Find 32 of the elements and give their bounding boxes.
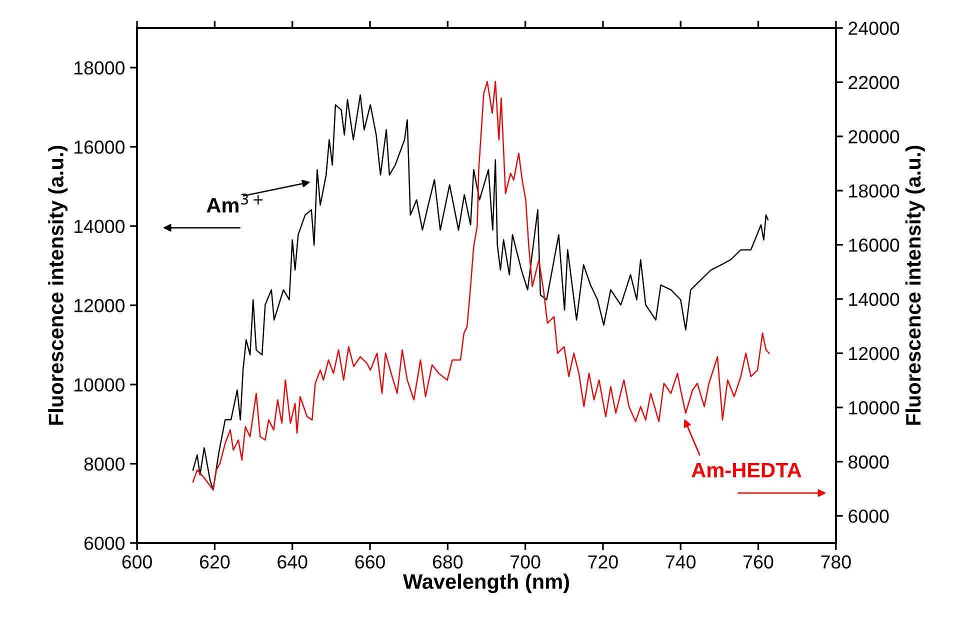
- y-tick-label: 10000: [74, 378, 125, 392]
- y-tick-label: 8000: [84, 457, 125, 471]
- x-tick-label: 620: [200, 555, 230, 569]
- y2-axis-title: Fluorescence intensity (a.u.): [905, 146, 925, 425]
- x-tick-label: 780: [821, 555, 851, 569]
- y2-tick-label: 22000: [848, 76, 900, 90]
- y-tick-label: 12000: [74, 298, 125, 312]
- x-axis-title: Wavelength (nm): [402, 574, 569, 594]
- x-tick-label: 640: [278, 555, 308, 569]
- y-axis-title: Fluorescence intensity (a.u.): [48, 146, 68, 425]
- y2-tick-label: 12000: [849, 346, 900, 360]
- x-tick-label: 600: [122, 555, 152, 569]
- y2-tick-label: 16000: [849, 238, 900, 252]
- y2-tick-label: 10000: [849, 401, 900, 414]
- y2-tick-label: 8000: [848, 455, 889, 469]
- y-tick-label: 18000: [74, 61, 125, 75]
- y-tick-label: 14000: [74, 220, 125, 234]
- y2-tick-label: 18000: [849, 184, 900, 198]
- annotation: Am$^{3+}$: [206, 194, 263, 212]
- y2-tick-label: 14000: [849, 292, 900, 306]
- x-tick-label: 680: [432, 555, 463, 569]
- x-tick-label: 760: [744, 555, 774, 569]
- y2-tick-label: 20000: [848, 130, 900, 144]
- y-tick-label: 6000: [84, 536, 125, 550]
- x-tick-label: 720: [588, 555, 618, 569]
- x-tick-label: 660: [355, 555, 385, 569]
- x-tick-label: 740: [666, 555, 696, 569]
- y2-tick-label: 6000: [848, 510, 889, 523]
- y2-tick-label: 24000: [848, 22, 900, 35]
- x-tick-label: 700: [510, 555, 540, 569]
- annotation: Am-HEDTA: [692, 462, 802, 478]
- y-tick-label: 16000: [74, 140, 125, 154]
